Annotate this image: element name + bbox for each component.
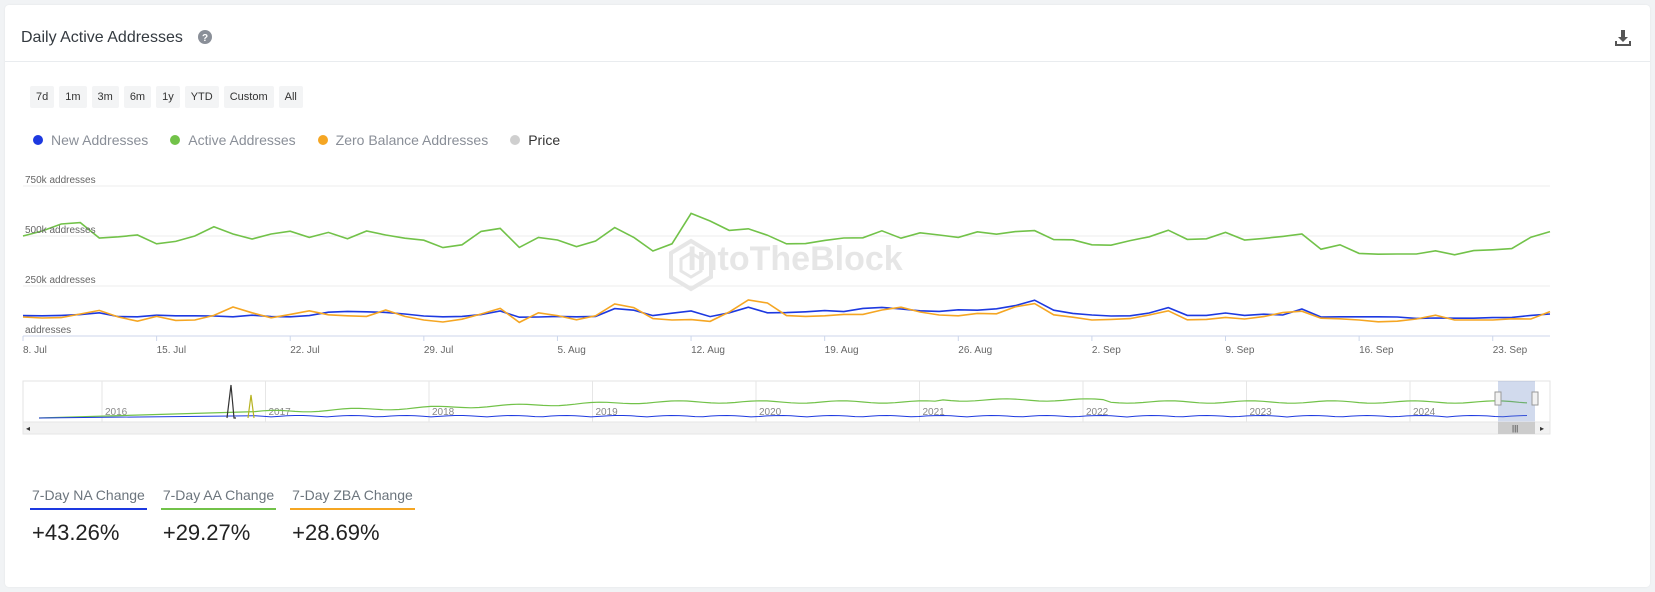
navigator[interactable]: 2016 2017 2018 2019 2020 2021 2022 2023 2024 ||| ◂…	[22, 380, 1551, 435]
stat-0: 7-Day NA Change +43.26%	[30, 487, 147, 546]
range-button-7d[interactable]: 7d	[30, 86, 55, 108]
x-tick-label: 26. Aug	[958, 345, 992, 356]
navigator-series-new	[38, 414, 1528, 419]
range-selector: 7d 1m 3m 6m 1y YTD Custom All	[30, 86, 303, 108]
svg-text:?: ?	[202, 33, 208, 44]
x-tick-label: 5. Aug	[557, 345, 585, 356]
scrollbar-grip-icon: |||	[1512, 424, 1518, 433]
stat-value: +29.27%	[162, 520, 251, 545]
download-icon[interactable]	[1614, 29, 1632, 47]
x-tick-label: 12. Aug	[691, 345, 725, 356]
stat-2: 7-Day ZBA Change +28.69%	[290, 487, 415, 546]
stat-label[interactable]: 7-Day NA Change	[30, 487, 147, 510]
x-tick-label: 22. Jul	[290, 345, 319, 356]
legend-dot-icon	[317, 135, 328, 145]
navigator-year-label: 2024	[1413, 407, 1436, 418]
navigator-year-label: 2016	[105, 407, 128, 418]
scroll-right-icon[interactable]: ▸	[1540, 424, 1544, 433]
navigator-handle[interactable]	[1531, 391, 1539, 406]
range-button-1m[interactable]: 1m	[59, 86, 87, 108]
legend-dot-icon	[510, 135, 521, 145]
card-header: Daily Active Addresses ?	[5, 5, 1650, 62]
legend-dot-icon	[170, 135, 181, 145]
stat-label[interactable]: 7-Day ZBA Change	[290, 487, 415, 510]
x-tick-label: 15. Jul	[157, 345, 186, 356]
navigator-year-label: 2021	[923, 407, 946, 418]
navigator-spike	[226, 384, 236, 419]
navigator-year-label: 2022	[1086, 407, 1109, 418]
navigator-year-label: 2020	[759, 407, 782, 418]
range-button-ytd[interactable]: YTD	[184, 86, 219, 108]
legend-item-price[interactable]: Price	[510, 132, 560, 148]
y-tick-label: 750k addresses	[25, 175, 96, 186]
y-tick-label: 250k addresses	[25, 275, 96, 286]
x-tick-label: 8. Jul	[23, 345, 47, 356]
range-button-custom[interactable]: Custom	[223, 86, 274, 108]
x-tick-label: 23. Sep	[1493, 345, 1528, 356]
chart: IntoTheBlock 8. Jul 15. Jul 22. Jul 29. Jul…	[22, 175, 1551, 435]
legend-item-new-addresses[interactable]: New Addresses	[33, 132, 148, 148]
watermark: IntoTheBlock	[687, 240, 902, 278]
x-tick-label: 9. Sep	[1226, 345, 1255, 356]
navigator-year-label: 2018	[432, 407, 455, 418]
scrollbar-thumb[interactable]	[1498, 422, 1535, 434]
legend-label: Active Addresses	[188, 132, 296, 148]
y-tick-label: 500k addresses	[25, 225, 96, 236]
navigator-series-active	[38, 398, 1528, 419]
stat-1: 7-Day AA Change +29.27%	[160, 487, 277, 546]
chart-card: Daily Active Addresses ? 7d 1m 3m 6m 1y YTD Cu…	[5, 5, 1650, 587]
change-stats: 7-Day NA Change +43.26% 7-Day AA Change +29…	[30, 487, 415, 546]
x-tick-label: 29. Jul	[424, 345, 453, 356]
page-title: Daily Active Addresses	[21, 29, 183, 46]
stat-value: +43.26%	[32, 520, 120, 545]
chart-legend: New Addresses Active Addresses Zero Balanc…	[33, 132, 582, 148]
range-button-3m[interactable]: 3m	[91, 86, 119, 108]
x-tick-label: 2. Sep	[1092, 345, 1121, 356]
range-button-6m[interactable]: 6m	[123, 86, 152, 108]
legend-item-zero-balance-addresses[interactable]: Zero Balance Addresses	[317, 132, 489, 148]
series-line-active-addresses[interactable]	[22, 212, 1551, 256]
x-tick-label: 19. Aug	[825, 345, 859, 356]
stat-label[interactable]: 7-Day AA Change	[160, 487, 277, 510]
legend-dot-icon	[33, 135, 43, 145]
legend-label: Price	[528, 132, 561, 148]
navigator-selection[interactable]	[1498, 381, 1535, 422]
navigator-year-label: 2019	[596, 407, 619, 418]
legend-item-active-addresses[interactable]: Active Addresses	[170, 132, 296, 148]
range-button-all[interactable]: All	[278, 86, 303, 108]
y-tick-label: addresses	[25, 325, 71, 336]
navigator-handle[interactable]	[1494, 391, 1502, 406]
legend-label: New Addresses	[51, 132, 149, 148]
watermark-logo-icon	[669, 238, 713, 292]
x-tick-label: 16. Sep	[1359, 345, 1394, 356]
navigator-year-label: 2023	[1250, 407, 1273, 418]
navigator-scrollbar[interactable]	[22, 421, 1551, 435]
navigator-spike	[247, 394, 255, 419]
series-line-zero-balance-addresses[interactable]	[22, 299, 1551, 324]
stat-value: +28.69%	[292, 520, 380, 545]
range-button-1y[interactable]: 1y	[156, 86, 180, 108]
help-icon[interactable]: ?	[198, 30, 212, 44]
legend-label: Zero Balance Addresses	[335, 132, 489, 148]
navigator-year-label: 2017	[269, 407, 292, 418]
scroll-left-icon[interactable]: ◂	[26, 424, 30, 433]
